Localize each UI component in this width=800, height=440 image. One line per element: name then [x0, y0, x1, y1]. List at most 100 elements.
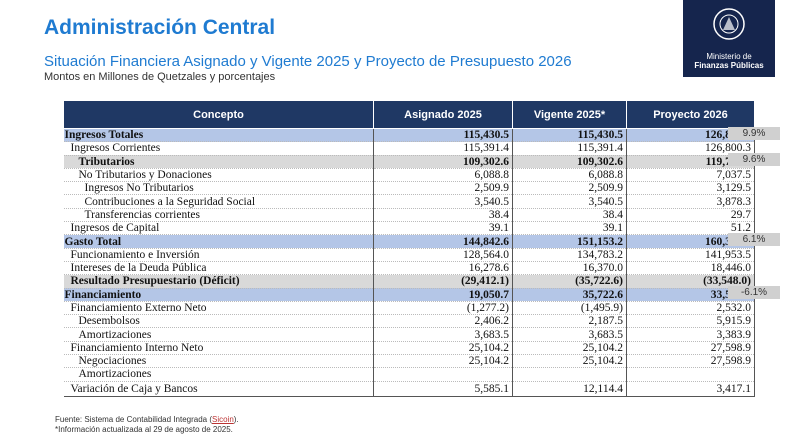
amount-cell: 2,187.5: [512, 314, 627, 329]
update-note: *Información actualizada al 29 de agosto…: [55, 425, 233, 434]
table-row: Intereses de la Deuda Pública 16,278.6 16,…: [63, 261, 755, 276]
amount-cell: (35,722.6): [512, 274, 627, 289]
amount-cell: 126,800.3: [626, 141, 755, 156]
change-badge: 9.9%: [728, 126, 780, 140]
table-row: Ingresos Totales115,430.5115,430.5126,85…: [63, 128, 755, 143]
amount-cell: 3,540.5: [512, 194, 627, 209]
amount-cell: 3,683.5: [512, 327, 627, 342]
amount-cell: 115,430.5: [373, 128, 513, 143]
amount-cell: (1,495.9): [512, 301, 627, 316]
logo-line: Ministerio de: [706, 52, 752, 61]
logo-text: Ministerio de Finanzas Públicas: [683, 52, 775, 70]
amount-cell: 25,104.2: [373, 354, 513, 369]
amount-cell: 2,509.9: [512, 181, 627, 196]
concept-cell: Desembolsos: [63, 314, 374, 329]
amount-cell: [373, 367, 513, 382]
title: Administración Central: [44, 16, 276, 39]
concept-cell: Financiamiento Externo Neto: [63, 301, 374, 316]
amount-cell: 12,114.4: [512, 381, 627, 397]
amount-cell: 39.1: [512, 221, 627, 236]
concept-cell: Contribuciones a la Seguridad Social: [63, 194, 374, 209]
amount-cell: (29,412.1): [373, 274, 513, 289]
amount-cell: 39.1: [373, 221, 513, 236]
amount-cell: 27,598.9: [626, 341, 755, 356]
concept-cell: Ingresos de Capital: [63, 221, 374, 236]
concept-cell: Amortizaciones: [63, 327, 374, 342]
amount-cell: 134,783.2: [512, 248, 627, 262]
amount-cell: 3,878.3: [626, 194, 755, 209]
concept-cell: Negociaciones: [63, 354, 374, 369]
table-row: Contribuciones a la Seguridad Social 3,54…: [63, 194, 755, 209]
source-link: Sicoin: [211, 415, 234, 424]
amount-cell: 2,532.0: [626, 301, 755, 316]
amount-cell: (1,277.2): [373, 301, 513, 316]
table-row: No Tributarios y Donaciones 6,088.8 6,088.…: [63, 168, 755, 183]
data-table: Concepto Asignado 2025 Vigente 2025* Pro…: [63, 100, 755, 397]
change-badge: 9.6%: [728, 153, 780, 167]
concept-cell: Financiamiento Interno Neto: [63, 341, 374, 356]
column-header: Proyecto 2026: [626, 100, 755, 129]
concept-cell: Ingresos No Tributarios: [63, 181, 374, 196]
amount-cell: 141,953.5: [626, 248, 755, 262]
amount-cell: 3,129.5: [626, 181, 755, 196]
logo-line: Finanzas Públicas: [694, 61, 764, 70]
concept-cell: Funcionamiento e Inversión: [63, 248, 374, 262]
concept-cell: Transferencias corrientes: [63, 208, 374, 223]
concept-cell: Variación de Caja y Bancos: [63, 381, 374, 397]
table-row: Ingresos Corrientes 115,391.4 115,391.4 126…: [63, 141, 755, 156]
amount-cell: 35,722.6: [512, 288, 627, 302]
amount-cell: 25,104.2: [373, 341, 513, 356]
amount-cell: (33,548.0): [626, 274, 755, 289]
concept-cell: Ingresos Totales: [63, 128, 374, 143]
table-row: Financiamiento Interno Neto 25,104.2 25,10…: [63, 341, 755, 356]
subtitle: Situación Financiera Asignado y Vigente …: [44, 53, 572, 70]
column-header: Vigente 2025*: [512, 100, 627, 129]
concept-cell: Ingresos Corrientes: [63, 141, 374, 156]
amount-cell: 3,540.5: [373, 194, 513, 209]
amount-cell: 19,050.7: [373, 288, 513, 302]
amount-cell: 5,915.9: [626, 314, 755, 329]
amount-cell: 3,417.1: [626, 381, 755, 397]
table-row: Amortizaciones 3,683.5 3,683.5 3,383.9: [63, 327, 755, 342]
amount-cell: 29.7: [626, 208, 755, 223]
concept-cell: Resultado Presupuestario (Déficit): [63, 274, 374, 289]
amount-cell: 6,088.8: [512, 168, 627, 183]
concept-cell: No Tributarios y Donaciones: [63, 168, 374, 183]
table-row: Ingresos de Capital 39.1 39.1 51.2: [63, 221, 755, 236]
table-row: Funcionamiento e Inversión 128,564.0 134,7…: [63, 248, 755, 262]
amount-cell: 3,683.5: [373, 327, 513, 342]
amount-cell: 27,598.9: [626, 354, 755, 369]
header-row: Concepto Asignado 2025 Vigente 2025* Pro…: [63, 100, 755, 129]
amount-cell: 51.2: [626, 221, 755, 236]
table-row: Amortizaciones: [63, 367, 755, 382]
concept-cell: Financiamiento: [63, 288, 374, 302]
amount-cell: 25,104.2: [512, 341, 627, 356]
amount-cell: 3,383.9: [626, 327, 755, 342]
amount-cell: 115,430.5: [512, 128, 627, 143]
note: Montos en Millones de Quetzales y porcen…: [44, 71, 276, 83]
table-row: Desembolsos 2,406.2 2,187.5 5,915.9: [63, 314, 755, 329]
logo: Ministerio de Finanzas Públicas: [683, 0, 775, 77]
table-row: Ingresos No Tributarios 2,509.9 2,509.9 3,1…: [63, 181, 755, 196]
column-header: Concepto: [63, 100, 374, 129]
table-row: Transferencias corrientes 38.4 38.4 29.7: [63, 208, 755, 223]
amount-cell: 126,851.5: [626, 128, 755, 143]
amount-cell: 2,509.9: [373, 181, 513, 196]
table-row: Financiamiento Externo Neto (1,277.2) (1,4…: [63, 301, 755, 316]
amount-cell: 25,104.2: [512, 354, 627, 369]
amount-cell: 5,585.1: [373, 381, 513, 397]
source-text: Fuente: Sistema de Contabilidad Integrad…: [55, 415, 212, 424]
concept-cell: Amortizaciones: [63, 367, 374, 382]
amount-cell: 2,406.2: [373, 314, 513, 329]
amount-cell: 109,302.6: [373, 155, 513, 169]
table-row: Variación de Caja y Bancos 5,585.1 12,114.…: [63, 381, 755, 397]
table-row: Negociaciones 25,104.2 25,104.2 27,598.9: [63, 354, 755, 369]
amount-cell: 16,278.6: [373, 261, 513, 276]
amount-cell: [626, 367, 755, 382]
concept-cell: Intereses de la Deuda Pública: [63, 261, 374, 276]
amount-cell: 6,088.8: [373, 168, 513, 183]
